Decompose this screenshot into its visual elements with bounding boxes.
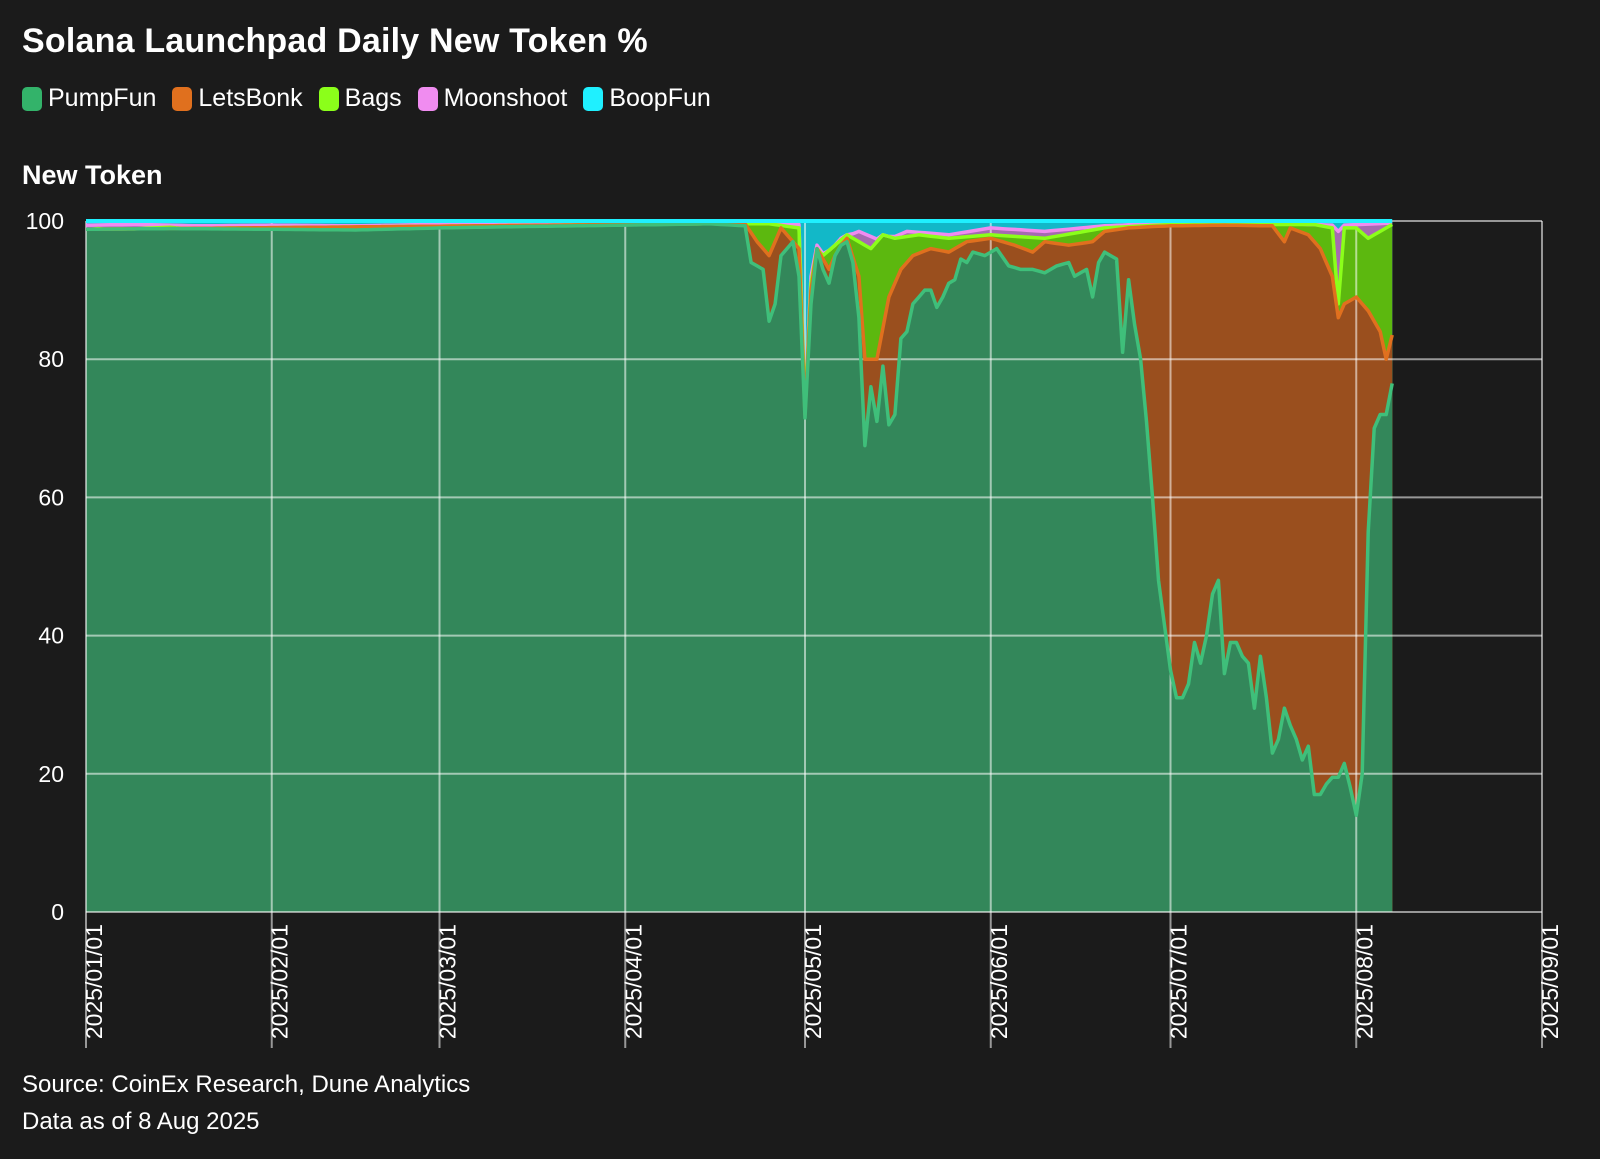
series-lines xyxy=(85,219,1394,818)
x-tick-label: 2025/05/01 xyxy=(800,924,826,1039)
y-tick-label: 20 xyxy=(38,761,64,787)
legend-swatch-pumpfun xyxy=(22,86,42,111)
legend-label-bags: Bags xyxy=(344,84,402,112)
source-line: Source: CoinEx Research, Dune Analytics xyxy=(22,1071,471,1098)
y-tick-label: 60 xyxy=(38,484,64,510)
y-tick-label: 40 xyxy=(38,623,64,649)
line-pumpfun xyxy=(85,222,1394,818)
legend-item-letsbonk[interactable]: LetsBonk xyxy=(172,84,303,113)
x-tick-label: 2025/03/01 xyxy=(435,924,461,1039)
legend-swatch-bags xyxy=(318,86,339,111)
legend-label-pumpfun: PumpFun xyxy=(48,84,157,112)
legend-swatch-moonshoot xyxy=(417,86,438,111)
y-tick-label: 100 xyxy=(26,208,64,234)
y-tick-label: 80 xyxy=(38,346,64,372)
legend-swatch-boopfun xyxy=(583,86,604,111)
chart-title: Solana Launchpad Daily New Token % xyxy=(22,22,648,60)
legend-label-moonshoot: Moonshoot xyxy=(443,84,568,112)
legend-item-boopfun[interactable]: BoopFun xyxy=(583,84,711,113)
y-axis-title: New Token xyxy=(22,160,163,190)
chart-canvas: 0 20 40 60 80 100 2025/01/01 2025/02/01 2025/03/… xyxy=(26,208,1563,1048)
stacked-areas xyxy=(86,221,1393,913)
source-note: Source: CoinEx Research, Dune Analytics … xyxy=(22,1066,470,1140)
x-tick-label: 2025/02/01 xyxy=(267,924,293,1039)
data-date-line: Data as of 8 Aug 2025 xyxy=(22,1108,260,1135)
y-tick-label: 0 xyxy=(51,899,64,925)
legend-item-bags[interactable]: Bags xyxy=(318,84,402,113)
x-tick-label: 2025/01/01 xyxy=(81,924,107,1039)
x-tick-label: 2025/04/01 xyxy=(620,924,646,1039)
x-tick-label: 2025/08/01 xyxy=(1351,924,1377,1039)
legend-label-boopfun: BoopFun xyxy=(609,84,711,112)
legend: PumpFun LetsBonk Bags Moonshoot BoopFun xyxy=(22,84,711,113)
area-pumpfun xyxy=(86,223,1393,913)
legend-item-pumpfun[interactable]: PumpFun xyxy=(22,84,156,113)
legend-swatch-letsbonk xyxy=(172,86,193,111)
x-tick-label: 2025/06/01 xyxy=(986,924,1012,1039)
legend-label-letsbonk: LetsBonk xyxy=(198,84,303,112)
legend-item-moonshoot[interactable]: Moonshoot xyxy=(417,84,568,113)
x-tick-label: 2025/09/01 xyxy=(1537,924,1563,1039)
x-tick-label: 2025/07/01 xyxy=(1166,924,1192,1039)
